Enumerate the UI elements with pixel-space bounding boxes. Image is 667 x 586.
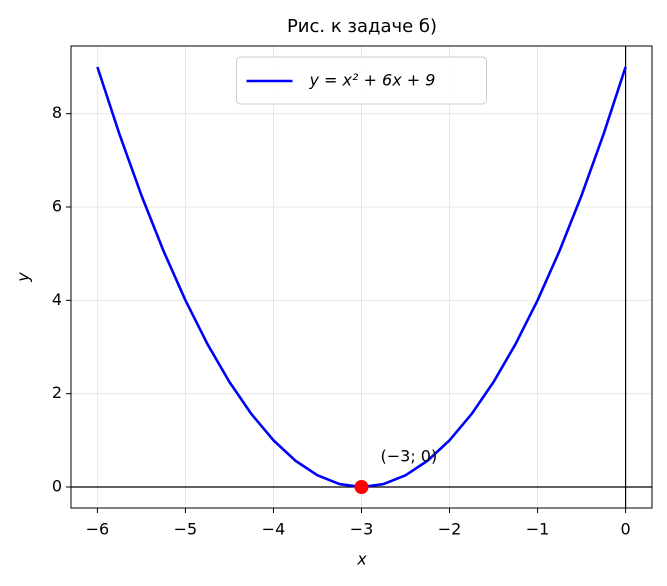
- legend-label: y = x² + 6x + 9: [309, 71, 436, 90]
- chart-title: Рис. к задаче б): [287, 16, 437, 37]
- x-tick-label: −2: [438, 520, 462, 539]
- y-tick-label: 8: [52, 103, 62, 122]
- x-tick-label: −6: [86, 520, 110, 539]
- y-tick-label: 4: [52, 290, 62, 309]
- y-tick-label: 0: [52, 477, 62, 496]
- x-tick-label: −3: [350, 520, 374, 539]
- x-tick-label: −4: [262, 520, 286, 539]
- y-tick-label: 2: [52, 383, 62, 402]
- y-axis-label: y: [14, 272, 33, 283]
- vertex-annotation: (−3; 0): [381, 447, 438, 466]
- x-tick-label: −1: [526, 520, 550, 539]
- vertex-point: [354, 480, 369, 494]
- x-tick-label: 0: [620, 520, 630, 539]
- x-axis-label: x: [356, 550, 367, 569]
- x-tick-label: −5: [174, 520, 198, 539]
- legend-box: [236, 56, 487, 105]
- y-tick-label: 6: [52, 197, 62, 216]
- plot-frame: [70, 45, 653, 509]
